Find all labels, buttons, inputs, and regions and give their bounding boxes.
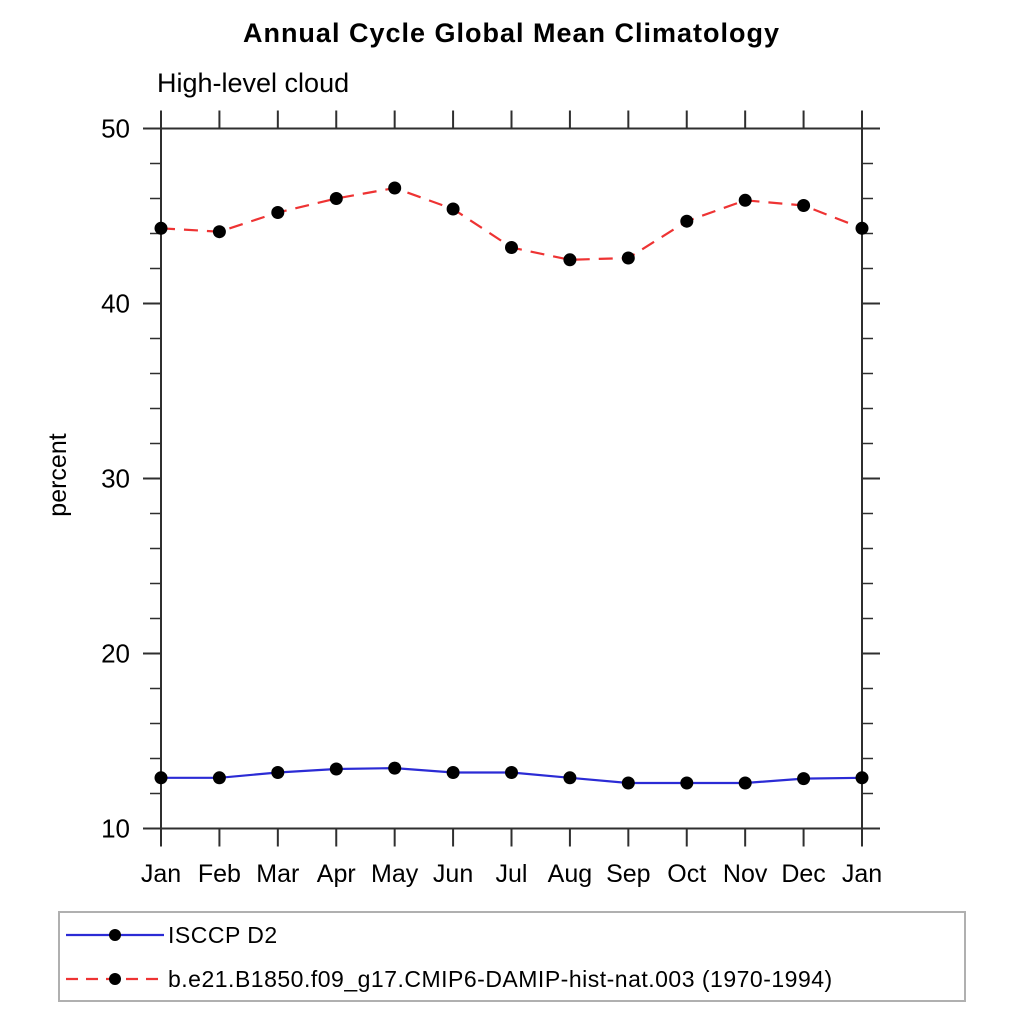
x-tick-label: May (371, 860, 419, 888)
legend-item-model: b.e21.B1850.f09_g17.CMIP6-DAMIP-hist-nat… (64, 966, 833, 992)
data-point-marker (446, 202, 460, 216)
x-tick-label: Mar (256, 860, 299, 888)
data-point-marker (738, 776, 752, 790)
x-tick-label: Nov (723, 860, 768, 888)
data-point-marker (563, 253, 577, 267)
data-point-marker (680, 214, 694, 228)
data-point-marker (797, 199, 811, 212)
data-point-marker (621, 776, 635, 790)
x-tick-label: Jan (842, 860, 882, 888)
data-point-marker (154, 221, 168, 235)
x-tick-label: Dec (781, 860, 825, 888)
y-tick-label: 10 (101, 814, 130, 844)
x-tick-label: Jul (496, 860, 528, 888)
data-point-marker (329, 762, 343, 776)
y-axis-title: percent (44, 433, 72, 516)
plot-frame (160, 127, 863, 830)
data-point-marker (797, 772, 811, 786)
data-point-marker (621, 251, 635, 265)
x-tick-label: Feb (198, 860, 241, 888)
legend-sample-line-dashed (66, 973, 164, 985)
y-tick-label: 20 (101, 639, 130, 669)
x-tick-label: Oct (667, 860, 706, 888)
data-point-marker (855, 771, 869, 785)
data-point-marker (212, 225, 226, 239)
y-tick-label: 40 (101, 289, 130, 319)
chart-subtitle: High-level cloud (157, 68, 350, 98)
y-tick-label: 30 (101, 464, 130, 494)
x-tick-label: Aug (548, 860, 592, 888)
data-point-marker (388, 181, 402, 195)
data-point-marker (738, 193, 752, 207)
x-tick-label: Jan (141, 860, 181, 888)
legend-marker-dot (109, 973, 121, 985)
x-tick-label: Apr (317, 860, 356, 888)
legend-label: ISCCP D2 (168, 921, 278, 948)
data-point-marker (271, 206, 285, 219)
data-point-marker (271, 766, 285, 779)
data-point-marker (855, 221, 869, 235)
chart-title: Annual Cycle Global Mean Climatology (242, 18, 781, 48)
data-point-marker (329, 192, 343, 205)
data-point-marker (154, 771, 168, 785)
data-point-marker (563, 771, 577, 785)
x-tick-label: Sep (606, 860, 650, 888)
legend-marker-dot (109, 929, 121, 941)
data-point-marker (388, 761, 402, 775)
data-point-marker (446, 766, 460, 779)
data-point-marker (505, 241, 518, 254)
x-tick-label: Jun (433, 860, 473, 888)
data-point-marker (212, 771, 226, 785)
data-point-marker (505, 766, 518, 779)
legend-item-isccp: ISCCP D2 (64, 922, 278, 948)
legend-sample-line-solid (66, 929, 164, 941)
data-point-marker (680, 776, 694, 790)
chart-legend: ISCCP D2 b.e21.B1850.f09_g17.CMIP6-DAMIP… (58, 911, 966, 1002)
legend-label: b.e21.B1850.f09_g17.CMIP6-DAMIP-hist-nat… (168, 965, 833, 992)
y-tick-label: 50 (101, 114, 130, 144)
